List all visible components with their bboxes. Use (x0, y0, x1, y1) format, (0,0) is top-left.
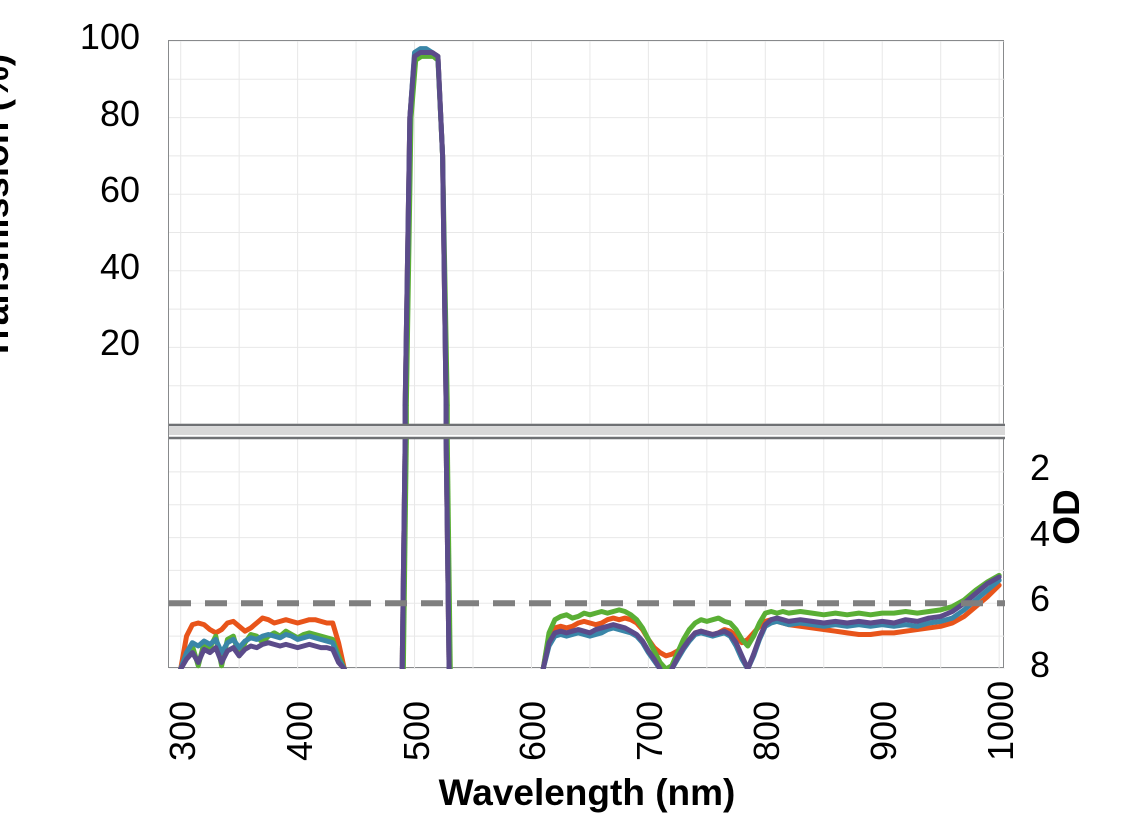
y-left-tick-60: 60 (99, 169, 140, 211)
y-left-tick-100: 100 (79, 16, 140, 57)
series-line-od-1 (178, 615, 347, 669)
series-line-od-2 (540, 607, 669, 669)
x-tick-600: 600 (512, 700, 554, 761)
series-line-od-3 (745, 577, 1002, 669)
chart-canvas (169, 41, 1005, 669)
x-tick-900: 900 (863, 700, 905, 761)
series-line-transmission-4 (402, 49, 449, 408)
series-skirt-lower-4-1 (443, 438, 452, 669)
series-line-od-4 (745, 574, 1002, 669)
x-tick-400: 400 (278, 700, 320, 761)
y-right-tick-od-2: 2 (1030, 446, 1051, 488)
x-tick-500: 500 (395, 700, 437, 761)
series-skirt-lower-4-0 (399, 438, 408, 669)
series-line-od-4 (178, 640, 347, 669)
series-line-od-4 (540, 622, 663, 669)
plot-area (168, 40, 1005, 669)
series-line-od-2 (663, 572, 1002, 669)
y-right-tick-od-6: 6 (1030, 578, 1051, 620)
series-layer (178, 46, 1002, 669)
y-axis-left-title: Transmission (%) (0, 53, 16, 361)
axis-break-marker (169, 423, 1005, 440)
x-axis-title: Wavelength (nm) (438, 772, 736, 813)
x-tick-800: 800 (746, 700, 788, 761)
y-left-tick-20: 20 (99, 322, 140, 364)
x-tick-700: 700 (629, 700, 671, 761)
y-axis-right-title: OD (1046, 489, 1087, 545)
gridlines (169, 41, 1005, 669)
y-left-tick-40: 40 (99, 245, 140, 287)
x-tick-1000: 1000 (980, 680, 1022, 761)
y-right-tick-od-8: 8 (1030, 644, 1051, 685)
series-line-od-4 (669, 628, 751, 669)
y-left-tick-80: 80 (99, 92, 140, 134)
x-tick-300: 300 (161, 700, 203, 761)
series-line-od-3 (178, 632, 347, 669)
y-right-tick-od-4: 4 (1030, 512, 1051, 554)
